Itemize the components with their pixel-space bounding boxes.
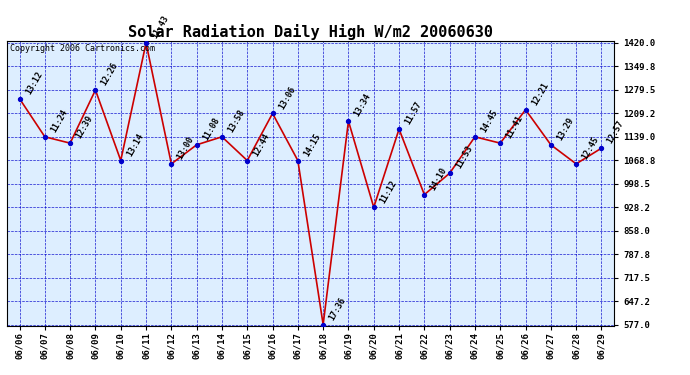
Point — [393, 126, 404, 132]
Title: Solar Radiation Daily High W/m2 20060630: Solar Radiation Daily High W/m2 20060630 — [128, 24, 493, 40]
Text: 12:45: 12:45 — [580, 135, 600, 161]
Point — [293, 158, 304, 164]
Text: 13:06: 13:06 — [277, 84, 297, 111]
Text: 12:39: 12:39 — [75, 114, 95, 140]
Text: 12:57: 12:57 — [606, 119, 626, 146]
Point — [39, 134, 50, 140]
Point — [343, 118, 354, 124]
Text: 11:53: 11:53 — [454, 144, 474, 171]
Text: 13:58: 13:58 — [226, 108, 246, 134]
Text: 12:26: 12:26 — [99, 61, 120, 87]
Point — [166, 161, 177, 167]
Point — [545, 142, 556, 148]
Point — [14, 96, 25, 102]
Text: Copyright 2006 Cartronics.com: Copyright 2006 Cartronics.com — [10, 44, 155, 53]
Point — [90, 87, 101, 93]
Text: 12:21: 12:21 — [530, 81, 550, 107]
Point — [241, 158, 253, 164]
Point — [368, 204, 380, 210]
Text: 13:00: 13:00 — [175, 135, 196, 161]
Text: 12:44: 12:44 — [251, 132, 272, 158]
Point — [444, 170, 455, 176]
Text: 11:08: 11:08 — [201, 116, 221, 142]
Text: 11:57: 11:57 — [403, 100, 424, 126]
Point — [317, 322, 328, 328]
Text: 13:34: 13:34 — [353, 92, 373, 118]
Text: 13:29: 13:29 — [555, 116, 575, 142]
Point — [419, 192, 430, 198]
Text: 17:36: 17:36 — [327, 296, 348, 322]
Text: 14:45: 14:45 — [479, 108, 500, 134]
Point — [65, 140, 76, 146]
Text: 11:43: 11:43 — [150, 14, 170, 40]
Point — [217, 134, 228, 140]
Point — [115, 158, 126, 164]
Text: 13:14: 13:14 — [125, 132, 145, 158]
Point — [520, 107, 531, 113]
Text: 11:24: 11:24 — [49, 108, 69, 134]
Text: 11:12: 11:12 — [378, 178, 398, 204]
Point — [469, 134, 480, 140]
Text: 11:41: 11:41 — [504, 114, 524, 140]
Point — [571, 161, 582, 167]
Point — [596, 145, 607, 151]
Text: 14:15: 14:15 — [302, 132, 322, 158]
Point — [495, 140, 506, 146]
Text: 14:10: 14:10 — [428, 166, 448, 192]
Text: 13:12: 13:12 — [23, 70, 44, 96]
Point — [141, 40, 152, 46]
Point — [267, 110, 278, 116]
Point — [191, 142, 202, 148]
